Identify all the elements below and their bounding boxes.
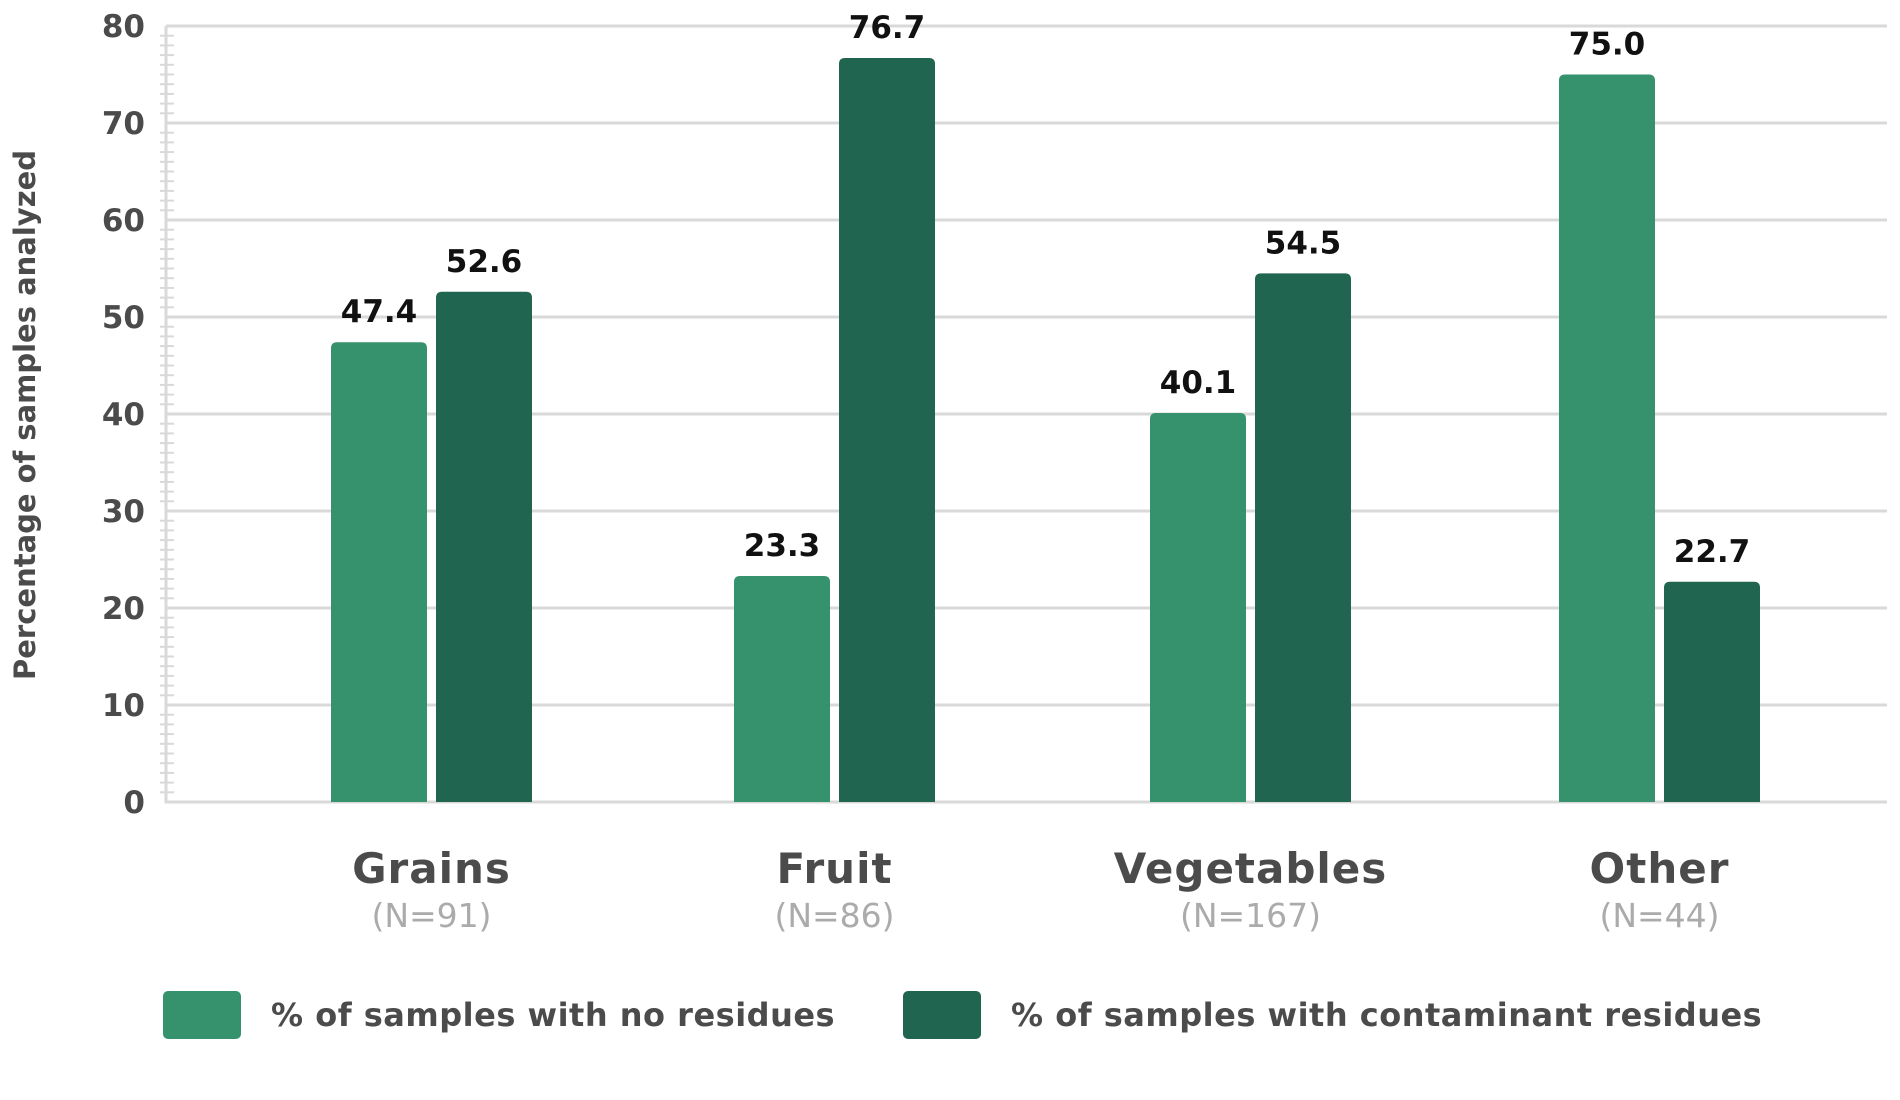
bars: [331, 58, 1760, 803]
legend-swatch-no-residues: [163, 991, 241, 1039]
bar-grains-series-1: [436, 291, 532, 802]
y-tick-label-80: 80: [102, 9, 145, 45]
x-category-label-other: Other: [1590, 844, 1730, 893]
value-label-grains-series-1: 52.6: [446, 244, 523, 280]
x-category-label-vegetables: Vegetables: [1114, 844, 1388, 893]
value-label-vegetables-series-1: 54.5: [1265, 225, 1342, 261]
y-tick-label-0: 0: [123, 785, 145, 821]
legend-item-contaminant-residues: % of samples with contaminant residues: [903, 990, 1762, 1040]
value-label-fruit-series-0: 23.3: [744, 528, 821, 564]
y-tick-label-70: 70: [102, 106, 145, 142]
x-category-label-grains: Grains: [352, 844, 511, 893]
legend-item-no-residues: % of samples with no residues: [163, 990, 835, 1040]
x-category-count-vegetables: (N=167): [1180, 896, 1321, 935]
y-tick-label-40: 40: [102, 397, 145, 433]
value-label-vegetables-series-0: 40.1: [1160, 365, 1237, 401]
y-axis: 0 10 20 30 40 50 60 70 80: [102, 9, 174, 821]
value-label-fruit-series-1: 76.7: [849, 10, 926, 46]
bar-fruit-series-1: [839, 58, 935, 802]
x-category-label-fruit: Fruit: [776, 844, 892, 893]
y-tick-label-50: 50: [102, 300, 145, 336]
value-label-other-series-0: 75.0: [1569, 27, 1646, 63]
legend: % of samples with no residues % of sampl…: [0, 990, 1900, 1050]
value-label-other-series-1: 22.7: [1674, 534, 1751, 570]
bar-vegetables-series-1: [1255, 273, 1351, 803]
bar-grains-series-0: [331, 342, 427, 802]
x-category-count-other: (N=44): [1599, 896, 1719, 935]
bar-other-series-0: [1559, 74, 1655, 802]
y-tick-label-10: 10: [102, 688, 145, 724]
bar-fruit-series-0: [734, 575, 830, 802]
category-labels: Grains(N=91) Fruit(N=86) Vegetables(N=167)…: [352, 844, 1730, 935]
x-category-count-grains: (N=91): [371, 896, 491, 935]
y-tick-label-60: 60: [102, 203, 145, 239]
y-tick-label-30: 30: [102, 494, 145, 530]
bar-vegetables-series-0: [1150, 413, 1246, 802]
y-axis-title: Percentage of samples analyzed: [8, 150, 42, 680]
y-tick-label-20: 20: [102, 591, 145, 627]
value-labels: 47.4 52.6 23.3 76.7 40.1 54.5 75.0 22.7: [341, 10, 1751, 570]
value-label-grains-series-0: 47.4: [341, 294, 418, 330]
x-category-count-fruit: (N=86): [774, 896, 894, 935]
legend-label-no-residues: % of samples with no residues: [271, 996, 836, 1034]
legend-label-contaminant-residues: % of samples with contaminant residues: [1011, 996, 1763, 1034]
legend-swatch-contaminant-residues: [903, 991, 981, 1039]
bar-other-series-1: [1664, 581, 1760, 802]
